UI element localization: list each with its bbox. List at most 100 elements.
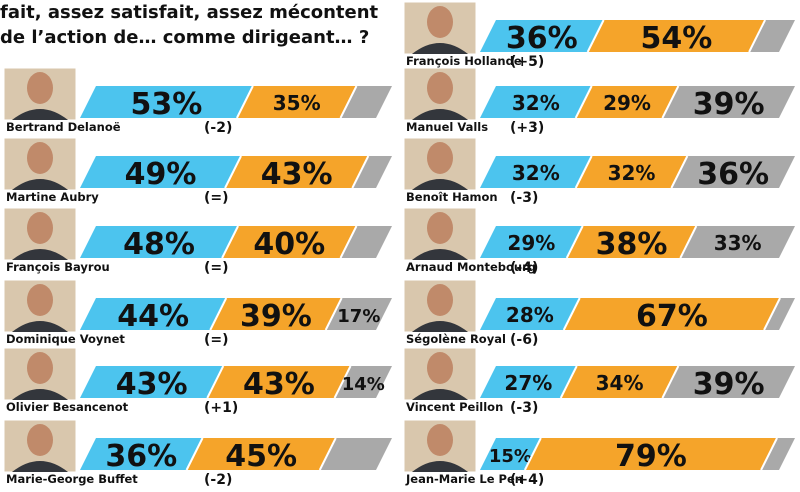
value-label: 79% bbox=[615, 439, 687, 474]
portrait-face bbox=[27, 424, 53, 456]
portrait-face bbox=[427, 424, 453, 456]
bar-divider bbox=[748, 19, 766, 53]
bar-divider bbox=[185, 437, 204, 471]
person-row-martine-aubry: Martine Aubry 49% 43% (=) bbox=[3, 137, 392, 206]
person-name: François Bayrou bbox=[6, 260, 110, 274]
bar-segment-orange bbox=[210, 298, 342, 330]
bar-divider bbox=[324, 297, 343, 331]
value-label: 35% bbox=[273, 91, 321, 115]
value-label: 14% bbox=[342, 374, 385, 395]
portrait-francois-bayrou bbox=[3, 207, 77, 261]
portrait-shoulders bbox=[12, 389, 68, 400]
portrait-face bbox=[27, 72, 53, 104]
bar-divider bbox=[209, 297, 228, 331]
portrait-face bbox=[27, 142, 53, 174]
bar-segment-blue bbox=[480, 86, 592, 118]
bar-divider bbox=[760, 437, 778, 471]
value-label: 33% bbox=[714, 231, 762, 255]
portrait-benoit-hamon bbox=[403, 137, 477, 191]
person-name: Vincent Peillon bbox=[406, 400, 503, 414]
bar-segment-blue bbox=[480, 438, 541, 470]
bar-segment-blue bbox=[480, 298, 580, 330]
change-label: (+4) bbox=[510, 472, 544, 488]
bar-segment-gray bbox=[662, 86, 795, 118]
change-label: (+1) bbox=[204, 400, 238, 416]
bar-segment-orange bbox=[587, 20, 766, 52]
portrait-face bbox=[427, 72, 453, 104]
bar-segment-blue bbox=[80, 298, 227, 330]
portrait-shoulders bbox=[412, 249, 468, 260]
person-name: Bertrand Delanoë bbox=[6, 120, 121, 134]
value-label: 39% bbox=[693, 367, 765, 402]
portrait-jean-marie-le-pen bbox=[403, 419, 477, 473]
portrait-shoulders bbox=[412, 43, 468, 54]
bar-segment-gray bbox=[319, 438, 392, 470]
portrait-dominique-voynet bbox=[3, 279, 77, 333]
bar-segment-orange bbox=[236, 86, 357, 118]
bar-divider bbox=[523, 437, 542, 471]
value-label: 36% bbox=[697, 157, 769, 192]
person-name: Manuel Valls bbox=[406, 120, 488, 134]
portrait-face bbox=[27, 352, 53, 384]
bar-divider bbox=[339, 225, 358, 259]
change-label: (=) bbox=[204, 332, 229, 348]
bar-divider bbox=[235, 85, 254, 119]
portrait-vincent-peillon bbox=[403, 347, 477, 401]
bar-divider bbox=[574, 155, 593, 189]
value-label: 43% bbox=[261, 157, 333, 192]
portrait-martine-aubry bbox=[3, 137, 77, 191]
value-label: 49% bbox=[125, 157, 197, 192]
person-row-francois-bayrou: François Bayrou 48% 40% (=) bbox=[3, 207, 392, 276]
portrait-face bbox=[27, 284, 53, 316]
portrait-marie-george-buffet bbox=[3, 419, 77, 473]
bar-segment-orange bbox=[575, 86, 679, 118]
value-label: 44% bbox=[117, 299, 189, 334]
value-label: 28% bbox=[506, 303, 554, 327]
bar-divider bbox=[661, 365, 680, 399]
change-label: (+5) bbox=[510, 54, 544, 70]
bar-segment-gray bbox=[662, 366, 795, 398]
value-label: 32% bbox=[608, 161, 656, 185]
bar-divider bbox=[679, 225, 698, 259]
person-row-arnaud-montebourg: Arnaud Montebourg 29% 38% 33% (-4) bbox=[403, 207, 795, 276]
value-label: 32% bbox=[512, 161, 560, 185]
chart-title: fait, assez satisfait, assez mécontent d… bbox=[0, 0, 395, 50]
bar-segment-gray bbox=[334, 366, 392, 398]
change-label: (-6) bbox=[510, 332, 538, 348]
bar-segment-blue bbox=[80, 366, 224, 398]
bar-segment-gray bbox=[680, 226, 795, 258]
portrait-shoulders bbox=[12, 109, 68, 120]
portrait-shoulders bbox=[12, 321, 68, 332]
portrait-segolene-royal bbox=[403, 279, 477, 333]
bar-segment-blue bbox=[480, 226, 583, 258]
bar-divider bbox=[224, 155, 242, 189]
change-label: (=) bbox=[204, 260, 229, 276]
value-label: 17% bbox=[337, 306, 380, 327]
bar-segment-gray bbox=[325, 298, 392, 330]
bar-divider bbox=[586, 19, 605, 53]
value-label: 39% bbox=[693, 87, 765, 122]
value-label: 29% bbox=[507, 231, 555, 255]
value-label: 43% bbox=[116, 367, 188, 402]
portrait-face bbox=[427, 284, 453, 316]
bar-segment-blue bbox=[480, 156, 592, 188]
person-row-manuel-valls: Manuel Valls 32% 29% 39% (+3) bbox=[403, 67, 795, 136]
bar-segment-orange bbox=[207, 366, 351, 398]
portrait-face bbox=[27, 212, 53, 244]
portrait-arnaud-montebourg bbox=[403, 207, 477, 261]
person-name: Marie-George Buffet bbox=[6, 472, 138, 486]
bar-divider bbox=[670, 155, 689, 189]
portrait-shoulders bbox=[412, 321, 468, 332]
bar-divider bbox=[763, 297, 781, 331]
bar-divider bbox=[339, 85, 358, 119]
bar-divider bbox=[559, 365, 578, 399]
bar-segment-orange bbox=[560, 366, 679, 398]
bar-segment-gray bbox=[352, 156, 392, 188]
value-label: 43% bbox=[243, 367, 315, 402]
bar-segment-blue bbox=[80, 86, 253, 118]
value-label: 32% bbox=[512, 91, 560, 115]
